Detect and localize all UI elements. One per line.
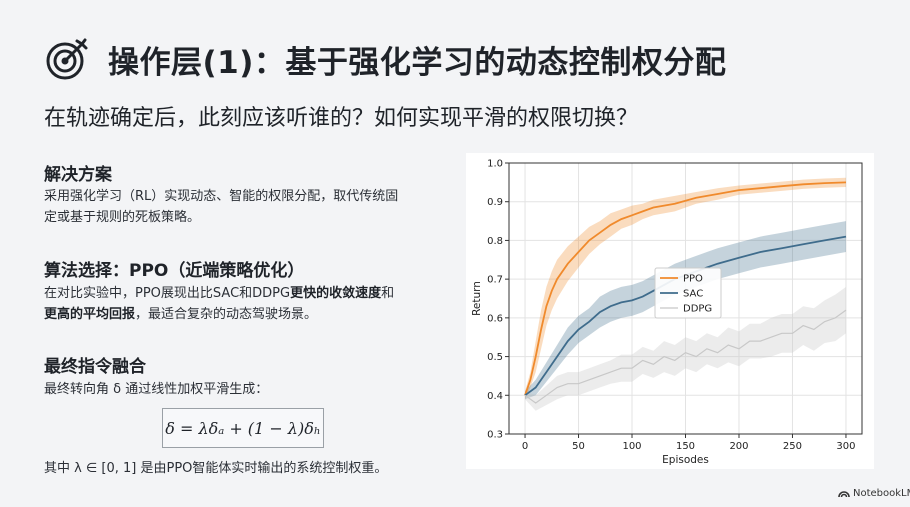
- text-line: 定或基于规则的死板策略。: [44, 207, 444, 228]
- body-text: 采用强化学习（RL）实现动态、智能的权限分配，取代传统固: [44, 189, 399, 204]
- body-text: 定或基于规则的死板策略。: [44, 210, 201, 225]
- y-tick-label: 0.4: [487, 391, 503, 402]
- x-tick-label: 50: [572, 441, 585, 452]
- confidence-band-ppo: [525, 177, 846, 400]
- body-text: ，最适合复杂的动态驾驶场景。: [135, 307, 318, 322]
- confidence-band-ddpg: [525, 286, 846, 411]
- return-chart: 0 50 100 150 200 250 300 0.3 0.4 0.5 0.6 0.7 0.8 0.9 1…: [471, 159, 863, 466]
- emphasis-text: 更高的平均回报: [44, 307, 136, 322]
- text-line: 更高的平均回报，最适合复杂的动态驾驶场景。: [44, 304, 444, 325]
- body-text: 最终转向角 δ 通过线性加权平滑生成：: [44, 382, 269, 397]
- formula-text: δ = λδₐ + (1 − λ)δₕ: [165, 418, 321, 438]
- legend-label-ddpg: DDPG: [683, 304, 712, 315]
- text-line: 采用强化学习（RL）实现动态、智能的权限分配，取代传统固: [44, 186, 444, 207]
- brand-label: NotebookLM: [853, 488, 910, 499]
- page-subtitle: 在轨迹确定后，此刻应该听谁的？如何实现平滑的权限切换？: [44, 106, 639, 131]
- title-row: 操作层(1)：基于强化学习的动态控制权分配: [44, 36, 726, 82]
- y-tick-label: 0.8: [487, 236, 503, 247]
- x-tick-label: 150: [676, 441, 695, 452]
- y-tick-label: 0.9: [487, 197, 503, 208]
- y-tick-label: 1.0: [487, 159, 503, 170]
- section-heading-algorithm: 算法选择：PPO（近端策略优化）: [44, 261, 305, 281]
- x-tick-label: 0: [522, 441, 528, 452]
- emphasis-text: 更快的收敛速度: [290, 286, 382, 301]
- text-line: 在对比实验中，PPO展现出比SAC和DDPG更快的收敛速度和: [44, 283, 444, 304]
- legend-label-ppo: PPO: [683, 274, 703, 285]
- target-icon: [46, 38, 88, 80]
- y-tick-label: 0.6: [487, 313, 503, 324]
- formula-note: 其中 λ ∈ [0, 1] 是由PPO智能体实时输出的系统控制权重。: [44, 461, 388, 476]
- section-heading-fusion: 最终指令融合: [44, 357, 146, 377]
- legend-box: [654, 267, 722, 319]
- y-tick-label: 0.7: [487, 275, 503, 286]
- y-tick-label: 0.3: [487, 430, 503, 441]
- chart-panel: 0 50 100 150 200 250 300 0.3 0.4 0.5 0.6 0.7 0.8 0.9 1…: [466, 153, 874, 469]
- notebooklm-logo-icon: [838, 491, 850, 498]
- confidence-band-sac: [525, 221, 846, 400]
- series-line-ppo: [524, 181, 847, 396]
- x-tick-label: 300: [836, 441, 855, 452]
- legend-label-sac: SAC: [683, 289, 703, 300]
- body-text: 和: [381, 286, 395, 301]
- text-line: 最终转向角 δ 通过线性加权平滑生成：: [44, 379, 444, 400]
- x-tick-label: 200: [729, 441, 748, 452]
- x-tick-label: 100: [622, 441, 641, 452]
- y-axis-label: Return: [471, 281, 483, 316]
- series-line-sac: [524, 235, 847, 397]
- y-tick-label: 0.5: [487, 352, 503, 363]
- page-title: 操作层(1)：基于强化学习的动态控制权分配: [108, 44, 727, 81]
- formula-box: δ = λδₐ + (1 − λ)δₕ: [162, 408, 324, 448]
- x-axis-label: Episodes: [662, 454, 709, 466]
- section-heading-solution: 解决方案: [44, 165, 112, 185]
- section-text-solution: 采用强化学习（RL）实现动态、智能的权限分配，取代传统固 定或基于规则的死板策略。: [44, 186, 444, 228]
- section-text-fusion: 最终转向角 δ 通过线性加权平滑生成：: [44, 379, 444, 400]
- series-line-ddpg: [524, 309, 847, 404]
- section-text-algorithm: 在对比实验中，PPO展现出比SAC和DDPG更快的收敛速度和 更高的平均回报，最适…: [44, 283, 444, 325]
- body-text: 在对比实验中，PPO展现出比SAC和DDPG: [44, 286, 291, 301]
- brand: NotebookLM: [838, 488, 910, 499]
- x-tick-label: 250: [783, 441, 802, 452]
